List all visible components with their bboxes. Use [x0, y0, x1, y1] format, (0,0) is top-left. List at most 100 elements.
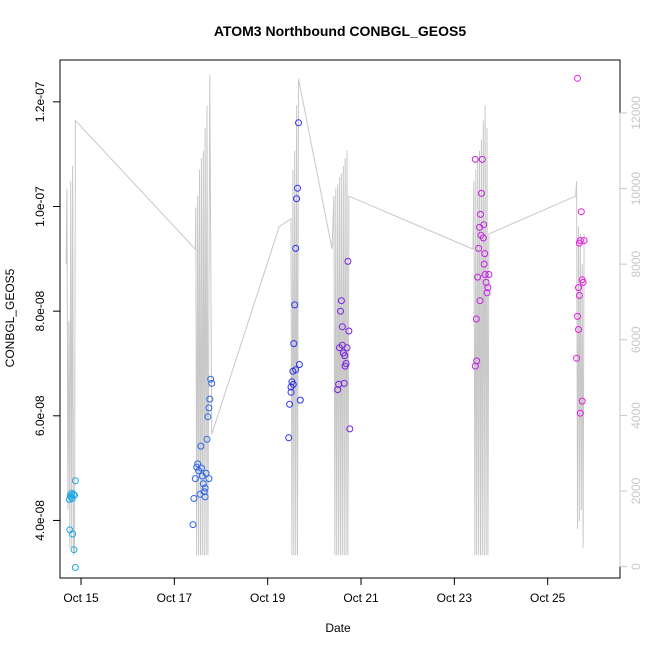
points-layer: [65, 74, 588, 571]
data-point: [574, 312, 581, 320]
y-axis: 4.0e-08 6.0e-08 8.0e-08 1.0e-07 1.2e-07: [33, 81, 61, 541]
data-point: [200, 488, 208, 496]
data-point: [476, 297, 484, 305]
x-tick-label: Oct 25: [530, 591, 566, 605]
y-tick-label: 1.2e-07: [33, 81, 47, 122]
data-point: [208, 379, 216, 387]
data-point: [68, 489, 76, 497]
y2-axis: 0 2000 4000 6000 8000 10000 12000: [619, 96, 643, 570]
x-tick-label: Oct 21: [343, 591, 379, 605]
data-point: [344, 257, 352, 265]
data-point: [287, 388, 295, 396]
data-point: [576, 409, 584, 417]
data-point: [290, 340, 298, 348]
data-point: [472, 315, 480, 323]
chart-title: ATOM3 Northbound CONBGL_GEOS5: [214, 23, 466, 39]
data-point: [205, 404, 213, 412]
data-point: [70, 490, 77, 498]
data-point: [204, 413, 212, 421]
data-point: [197, 442, 205, 450]
data-point: [71, 477, 79, 485]
data-point: [291, 301, 299, 309]
data-point: [480, 221, 488, 229]
data-point: [578, 397, 586, 405]
y2-tick-label: 12000: [629, 96, 643, 130]
y-tick-label: 1.0e-07: [33, 186, 47, 227]
data-point: [574, 74, 581, 82]
data-point: [342, 360, 350, 367]
data-point: [199, 480, 207, 488]
data-point: [471, 362, 479, 370]
data-point: [575, 326, 582, 333]
data-point: [475, 244, 483, 252]
data-point: [346, 425, 354, 433]
data-point: [575, 284, 582, 292]
data-point: [201, 484, 209, 492]
y2-tick-label: 10000: [629, 172, 643, 206]
data-point: [483, 289, 491, 297]
data-point: [295, 119, 302, 127]
data-point: [480, 260, 488, 268]
x-tick-label: Oct 17: [157, 591, 193, 605]
y2-tick-label: 2000: [629, 477, 643, 504]
data-point: [338, 341, 346, 349]
data-point: [294, 184, 301, 192]
data-point: [478, 155, 486, 163]
x-tick-label: Oct 15: [63, 591, 99, 605]
data-point: [292, 244, 300, 252]
data-point: [71, 564, 79, 571]
data-point: [477, 210, 484, 218]
altitude-line: [65, 75, 585, 556]
altitude-layer: [65, 75, 585, 556]
data-point: [573, 354, 581, 362]
data-point: [206, 395, 214, 403]
y2-tick-label: 8000: [629, 251, 643, 278]
data-point: [340, 379, 348, 387]
data-point: [481, 271, 489, 278]
data-point: [296, 396, 304, 404]
data-point: [473, 357, 481, 365]
y-tick-label: 6.0e-08: [33, 395, 47, 436]
data-point: [341, 352, 349, 360]
data-point: [345, 327, 353, 335]
data-point: [193, 463, 201, 471]
y-axis-label: CONBGL_GEOS5: [3, 268, 17, 367]
data-point: [576, 237, 584, 244]
data-point: [292, 366, 300, 374]
data-point: [485, 271, 493, 278]
data-point: [295, 361, 303, 368]
data-point: [205, 475, 213, 483]
y2-tick-label: 4000: [629, 402, 643, 429]
data-point: [201, 493, 209, 501]
data-point: [189, 521, 197, 529]
data-point: [207, 375, 215, 383]
data-point: [580, 237, 588, 244]
y2-tick-label: 6000: [629, 326, 643, 353]
data-point: [194, 460, 202, 468]
data-point: [338, 323, 346, 331]
data-point: [337, 307, 344, 315]
y-tick-label: 8.0e-08: [33, 290, 47, 331]
x-tick-label: Oct 23: [437, 591, 473, 605]
data-point: [202, 469, 210, 477]
data-point: [285, 434, 293, 442]
x-axis: Oct 15 Oct 17 Oct 19 Oct 21 Oct 23 Oct 25: [63, 577, 566, 605]
data-point: [471, 155, 479, 163]
data-point: [477, 189, 485, 197]
data-point: [577, 208, 585, 216]
data-point: [289, 380, 297, 388]
data-point: [191, 475, 199, 483]
x-axis-label: Date: [325, 621, 351, 635]
data-point: [484, 284, 492, 292]
x-tick-label: Oct 19: [250, 591, 286, 605]
data-point: [197, 464, 205, 472]
data-point: [70, 546, 78, 554]
y-tick-label: 4.0e-08: [33, 500, 47, 541]
data-point: [481, 250, 489, 258]
data-point: [286, 400, 294, 408]
data-point: [293, 195, 301, 203]
data-point: [579, 278, 587, 286]
data-point: [474, 273, 482, 281]
data-point: [575, 292, 583, 299]
